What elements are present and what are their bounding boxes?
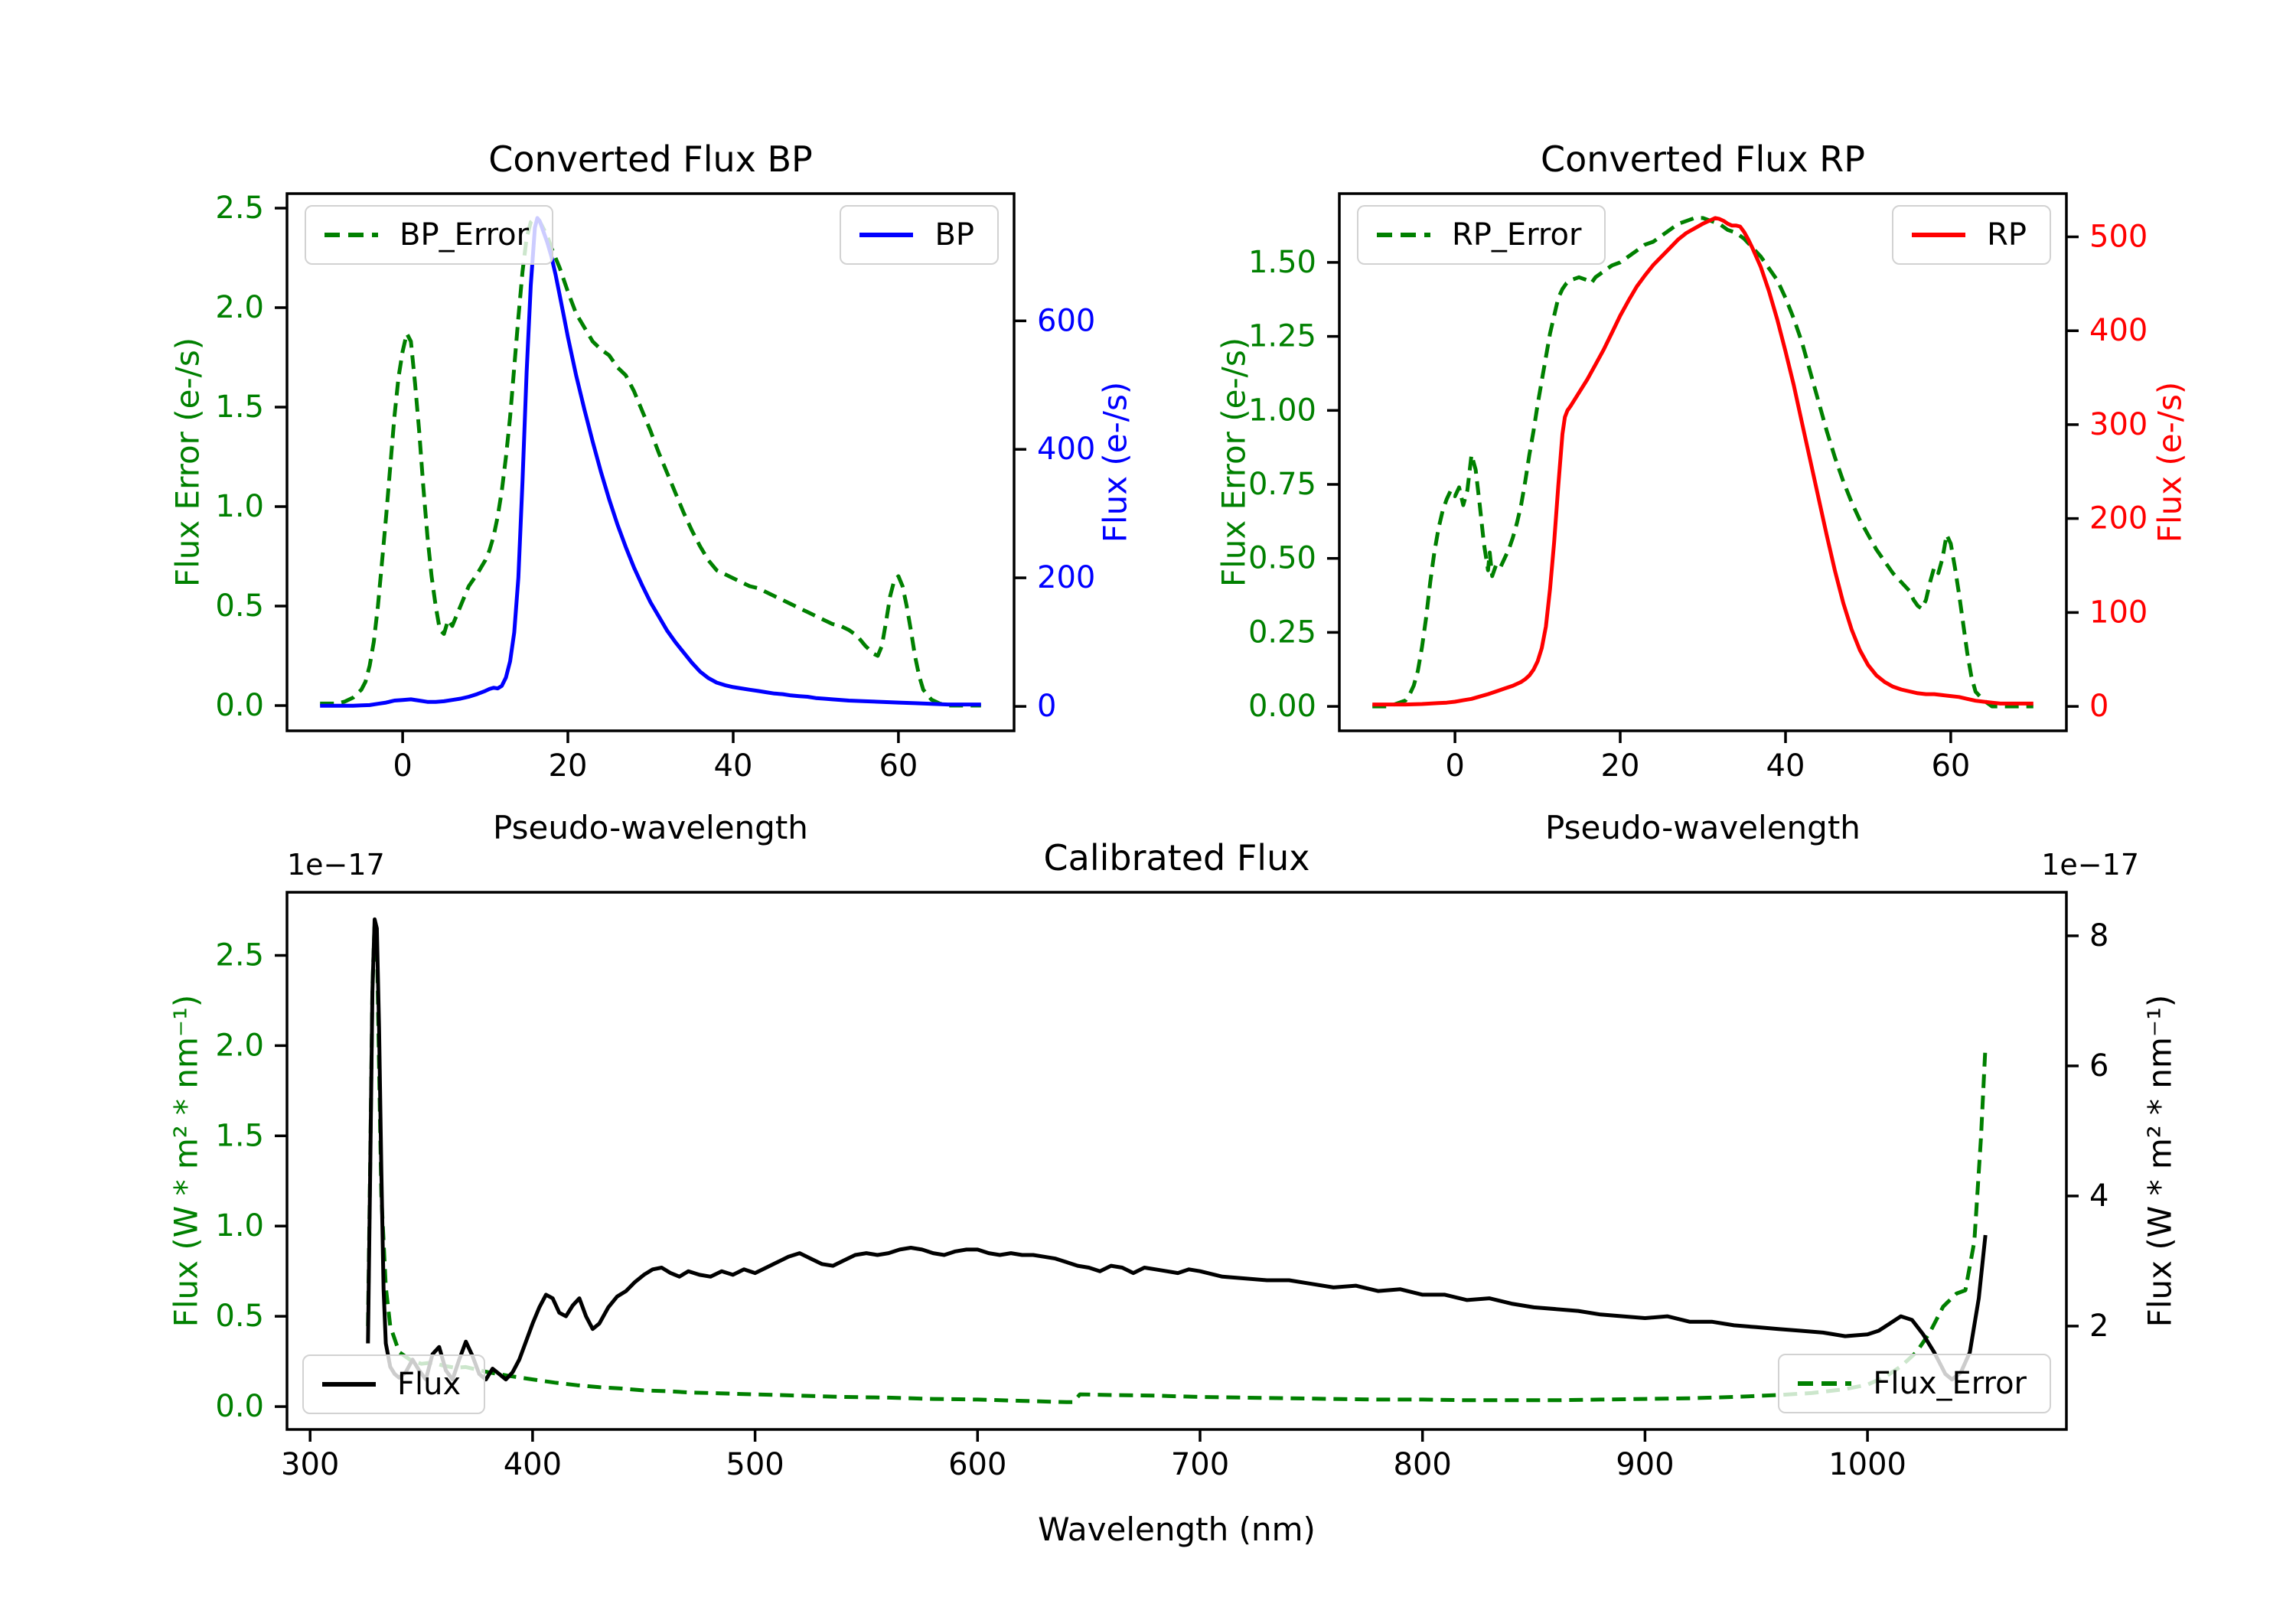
svg-text:700: 700 (1171, 1447, 1229, 1482)
cal-offset-text-right: 1e−17 (2041, 848, 2139, 882)
svg-text:6: 6 (2089, 1048, 2108, 1084)
svg-text:500: 500 (2089, 220, 2148, 255)
bp-ylabel-right: Flux (e-/s) (1096, 381, 1134, 543)
dashed-line-sample (325, 233, 378, 237)
bp-title: Converted Flux BP (488, 139, 813, 180)
rp-subplot: Converted Flux RP Pseudo-wavelength Flux… (1215, 139, 2189, 846)
cal-ylabel-right: Flux (W * m² * nm⁻¹) (2141, 994, 2179, 1328)
dashed-line-sample (1377, 233, 1430, 237)
svg-text:20: 20 (549, 748, 588, 784)
svg-text:2: 2 (2089, 1309, 2108, 1344)
svg-text:2.5: 2.5 (215, 191, 264, 226)
cal-title: Calibrated Flux (1043, 837, 1310, 878)
svg-text:4: 4 (2089, 1178, 2108, 1214)
bp-plot-area: 0 20 40 60 0.0 0.5 1.0 1.5 2.0 2.5 0 200 400 600 (215, 191, 1095, 784)
svg-text:2.0: 2.0 (215, 290, 264, 325)
svg-text:100: 100 (2089, 595, 2148, 630)
svg-text:1.5: 1.5 (215, 1118, 264, 1153)
svg-text:40: 40 (1766, 748, 1805, 784)
cal-xlabel: Wavelength (nm) (1038, 1511, 1316, 1548)
svg-text:0.0: 0.0 (215, 1389, 264, 1424)
rp-legend: RP (1892, 205, 2051, 265)
svg-text:200: 200 (2089, 501, 2148, 536)
svg-text:0.25: 0.25 (1248, 614, 1316, 650)
svg-text:2.0: 2.0 (215, 1028, 264, 1063)
rp-error-legend-label: RP_Error (1452, 217, 1582, 253)
svg-text:60: 60 (879, 748, 918, 784)
svg-text:0: 0 (2089, 689, 2108, 724)
flux-legend: Flux (302, 1354, 486, 1414)
flux-error-legend-label: Flux_Error (1873, 1366, 2027, 1401)
calibrated-flux-subplot: Calibrated Flux Wavelength (nm) Flux (W … (168, 837, 2179, 1548)
bp-legend-label: BP (934, 217, 974, 253)
svg-text:1.5: 1.5 (215, 390, 264, 425)
svg-text:60: 60 (1931, 748, 1970, 784)
svg-text:0.5: 0.5 (215, 1299, 264, 1334)
bp-xlabel: Pseudo-wavelength (493, 809, 808, 846)
bp-error-legend-label: BP_Error (400, 217, 530, 253)
solid-line-sample (1912, 233, 1966, 237)
rp-title: Converted Flux RP (1541, 139, 1865, 180)
svg-text:40: 40 (714, 748, 753, 784)
svg-text:1.00: 1.00 (1248, 393, 1316, 428)
svg-text:0: 0 (1037, 689, 1056, 724)
rp-ylabel-right: Flux (e-/s) (2151, 381, 2189, 543)
svg-text:1.50: 1.50 (1248, 245, 1316, 280)
dashed-line-sample (1798, 1381, 1852, 1386)
svg-text:0.0: 0.0 (215, 688, 264, 723)
svg-text:0: 0 (393, 748, 412, 784)
svg-text:0.00: 0.00 (1248, 689, 1316, 724)
solid-line-sample (859, 233, 914, 237)
svg-text:900: 900 (1616, 1447, 1674, 1482)
solid-line-sample (322, 1382, 376, 1387)
svg-text:1.0: 1.0 (215, 1208, 264, 1244)
svg-text:300: 300 (281, 1447, 339, 1482)
rp-ylabel-left: Flux Error (e-/s) (1215, 337, 1253, 588)
svg-text:500: 500 (726, 1447, 784, 1482)
svg-text:400: 400 (504, 1447, 562, 1482)
svg-text:300: 300 (2089, 407, 2148, 442)
svg-text:400: 400 (1037, 432, 1095, 467)
svg-text:400: 400 (2089, 313, 2148, 348)
rp-legend-label: RP (1987, 217, 2027, 253)
svg-text:600: 600 (948, 1447, 1006, 1482)
cal-ylabel-left: Flux (W * m² * nm⁻¹) (167, 994, 205, 1328)
bp-subplot: Converted Flux BP Pseudo-wavelength Flux… (169, 139, 1134, 846)
rp-error-legend: RP_Error (1357, 205, 1606, 265)
svg-text:20: 20 (1601, 748, 1640, 784)
bp-ylabel-left: Flux Error (e-/s) (168, 337, 207, 588)
svg-text:800: 800 (1394, 1447, 1452, 1482)
svg-text:0.5: 0.5 (215, 588, 264, 624)
rp-plot-area: 0 20 40 60 0.00 0.25 0.50 0.75 1.00 1.25 1.50 0 100 2… (1248, 192, 2148, 784)
svg-text:2.5: 2.5 (215, 938, 264, 973)
svg-text:0: 0 (1445, 748, 1464, 784)
bp-error-legend: BP_Error (305, 205, 554, 265)
svg-text:1.25: 1.25 (1248, 319, 1316, 354)
svg-text:0.50: 0.50 (1248, 541, 1316, 576)
flux-legend-label: Flux (397, 1367, 461, 1402)
svg-text:8: 8 (2089, 918, 2108, 953)
rp-xlabel: Pseudo-wavelength (1545, 809, 1861, 846)
bp-legend: BP (840, 205, 999, 265)
svg-text:1000: 1000 (1828, 1447, 1906, 1482)
svg-text:0.75: 0.75 (1248, 467, 1316, 502)
flux-error-legend: Flux_Error (1778, 1354, 2051, 1413)
svg-text:1.0: 1.0 (215, 489, 264, 524)
cal-plot-area: 300 400 500 600 700 800 900 1000 0.0 0.5 1.0 1.5 2.0… (215, 891, 2108, 1482)
cal-offset-text-left: 1e−17 (287, 848, 385, 882)
svg-text:600: 600 (1037, 303, 1095, 338)
svg-text:200: 200 (1037, 560, 1095, 595)
